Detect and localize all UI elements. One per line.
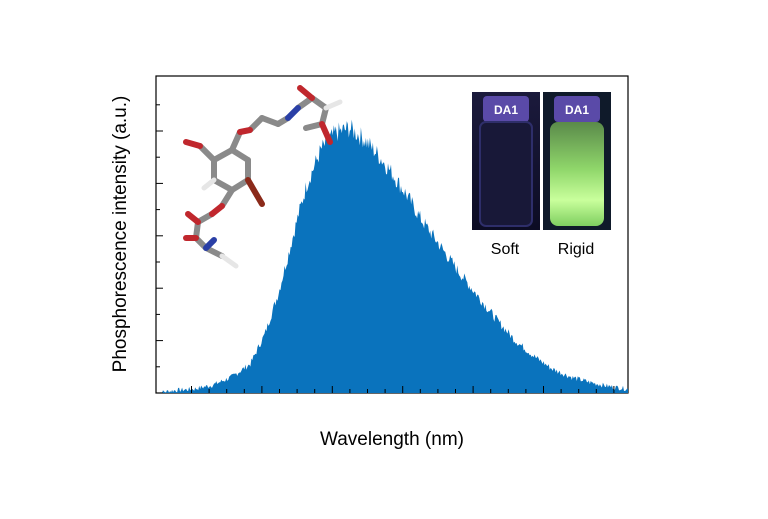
x-axis-label: Wavelength (nm): [320, 429, 464, 450]
x-axis-ticks: [191, 386, 615, 393]
y-axis-ticks: [156, 104, 163, 394]
vial-cap-label-soft: DA1: [494, 103, 518, 117]
vial-caption-rigid: Rigid: [558, 241, 594, 258]
vial-cap-label-rigid: DA1: [565, 103, 589, 117]
molecule-structure-icon: [183, 85, 343, 269]
y-axis-label: Phosphorescence intensity (a.u.): [110, 96, 131, 373]
vial-caption-soft: Soft: [491, 241, 520, 258]
inset-photo: DA1 DA1 Soft Rigid: [472, 92, 611, 258]
spectrum-area: [156, 119, 628, 393]
